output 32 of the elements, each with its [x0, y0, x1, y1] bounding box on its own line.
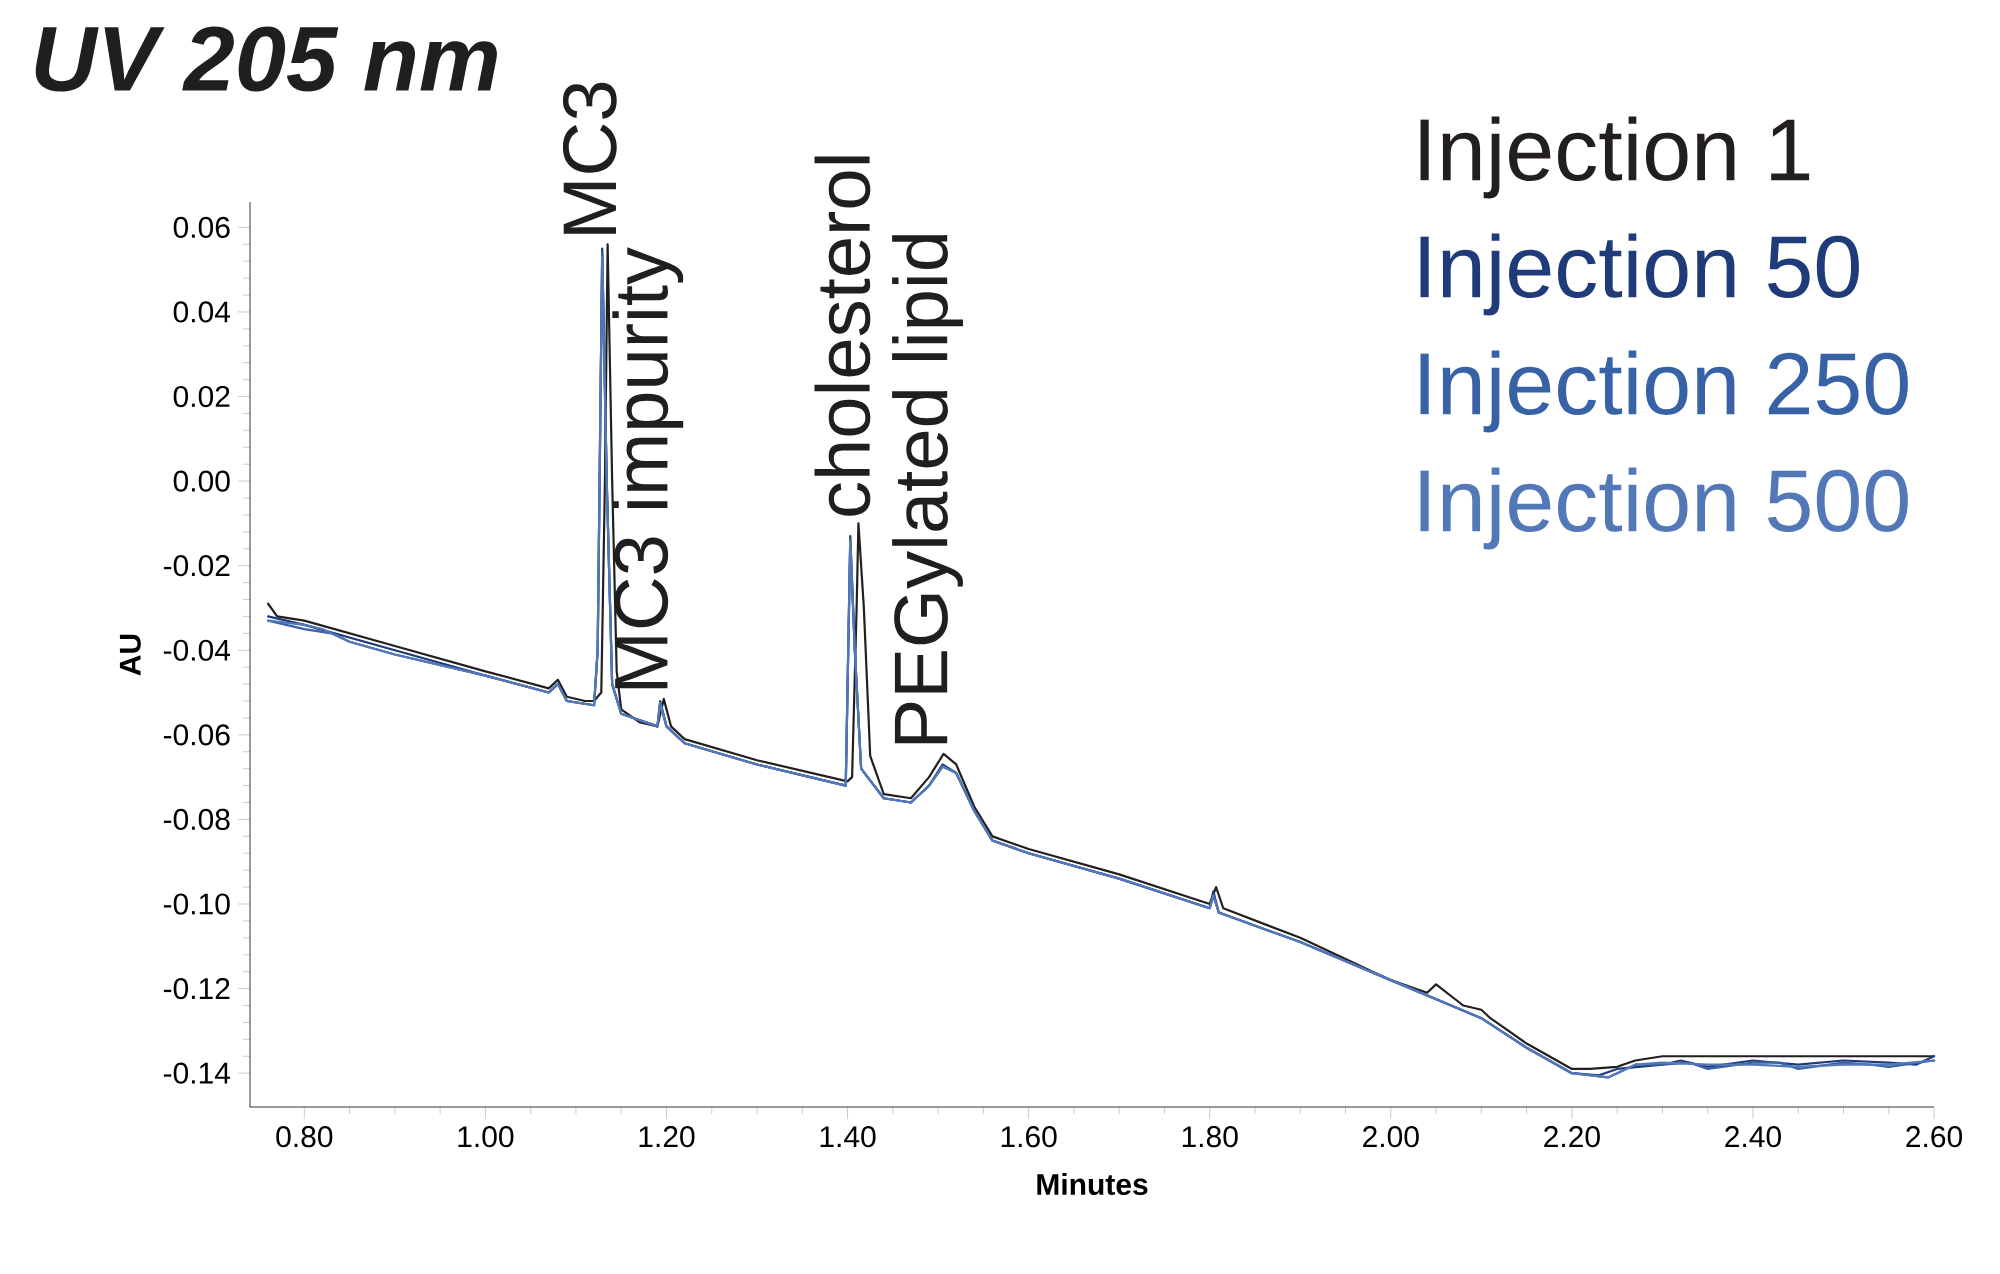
y-tick-label: 0.02 [173, 385, 230, 408]
y-tick-label: -0.02 [163, 555, 230, 577]
chart-title: UV 205 nm [35, 26, 497, 92]
x-tick-label: 1.60 [1001, 1126, 1057, 1148]
x-tick-label: 1.80 [1182, 1126, 1238, 1148]
y-tick-label: -0.06 [163, 724, 230, 746]
text: Injection 250 [1420, 350, 1908, 433]
text: Injection 50 [1420, 233, 1859, 316]
x-tick-label: 1.20 [639, 1126, 695, 1148]
text: Injection 1 [1420, 116, 1810, 199]
annotation: cholesterol [814, 156, 871, 516]
annotation: PEGylated lipid [892, 234, 963, 744]
annotation: MC3 [562, 82, 617, 234]
y-tick-label: -0.08 [163, 808, 230, 831]
y-tick-label: 0.00 [173, 470, 230, 492]
x-tick-label: 2.40 [1725, 1126, 1781, 1148]
x-axis-title: Minutes [1037, 1173, 1148, 1196]
y-tick-label: -0.10 [163, 893, 230, 915]
text: Injection 500 [1420, 467, 1908, 550]
y-tick-label: -0.12 [163, 977, 230, 1000]
x-tick-label: 1.00 [458, 1126, 514, 1148]
y-axis-title: AU [119, 634, 141, 676]
x-tick-label: 2.00 [1363, 1126, 1419, 1148]
y-tick-label: 0.06 [173, 216, 230, 238]
annotation: MC3 impurity [612, 247, 684, 689]
y-tick-label: 0.04 [173, 301, 231, 323]
x-tick-label: 1.40 [820, 1126, 876, 1148]
x-tick-label: 2.60 [1906, 1126, 1963, 1148]
x-tick-label: 2.20 [1544, 1126, 1600, 1148]
y-tick-label: -0.14 [163, 1062, 231, 1084]
y-tick-label: -0.04 [163, 639, 231, 661]
x-tick-label: 0.80 [276, 1126, 333, 1148]
